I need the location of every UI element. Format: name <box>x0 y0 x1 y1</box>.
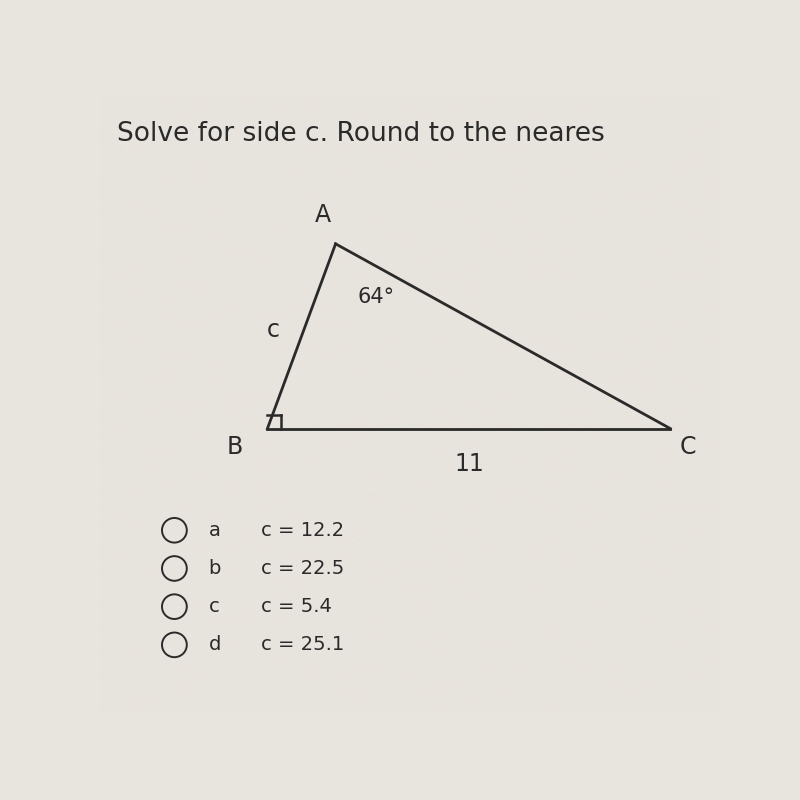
Text: c = 5.4: c = 5.4 <box>262 597 332 616</box>
Text: c = 22.5: c = 22.5 <box>262 559 345 578</box>
Text: c = 25.1: c = 25.1 <box>262 635 345 654</box>
Text: a: a <box>209 521 221 540</box>
Text: B: B <box>226 435 242 459</box>
Text: 11: 11 <box>454 452 484 476</box>
Text: b: b <box>209 559 221 578</box>
Text: 64°: 64° <box>358 287 394 307</box>
Text: c = 12.2: c = 12.2 <box>262 521 344 540</box>
Text: c: c <box>267 318 280 342</box>
Text: C: C <box>680 435 696 459</box>
Text: d: d <box>209 635 221 654</box>
Text: Solve for side c. Round to the neares: Solve for side c. Round to the neares <box>117 121 604 146</box>
Text: A: A <box>315 202 331 226</box>
Text: c: c <box>210 597 220 616</box>
